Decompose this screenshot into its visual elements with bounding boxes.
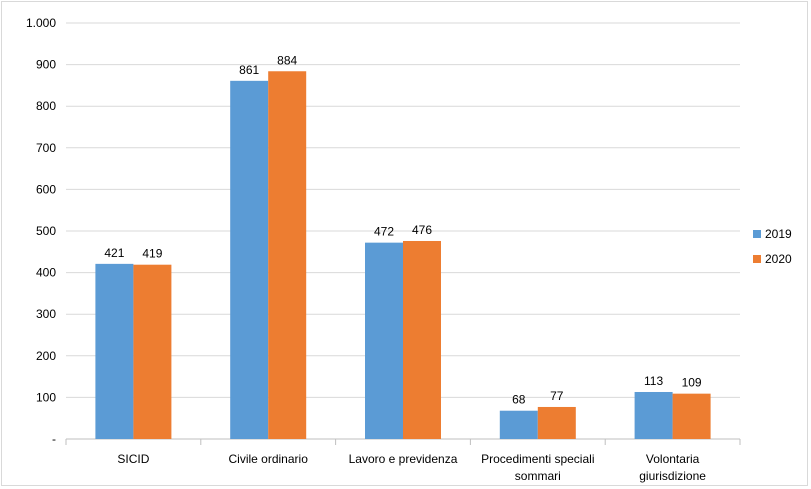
y-tick-label: 1.000 <box>26 16 56 30</box>
bar-2020 <box>537 406 576 439</box>
x-tick-label: Civile ordinario <box>229 452 309 466</box>
y-tick-label: 900 <box>36 58 56 72</box>
data-label: 109 <box>682 376 702 390</box>
x-tick-label: Procedimenti speciali <box>481 452 594 466</box>
legend-swatch-2019 <box>753 230 761 238</box>
y-tick-label: - <box>52 432 56 446</box>
bar-2020 <box>268 71 307 440</box>
bar-2019 <box>95 263 134 439</box>
data-label: 476 <box>412 223 432 237</box>
bar-2019 <box>499 410 538 439</box>
bar-2020 <box>672 393 711 439</box>
x-tick-label: giurisdizione <box>639 469 706 483</box>
y-tick-label: 500 <box>36 224 56 238</box>
y-tick-label: 800 <box>36 99 56 113</box>
y-tick-label: 100 <box>36 390 56 404</box>
data-label: 419 <box>142 247 162 261</box>
y-tick-label: 400 <box>36 266 56 280</box>
data-label: 77 <box>550 389 564 403</box>
legend-label: 2019 <box>765 227 792 241</box>
bar-2020 <box>403 240 441 439</box>
bar-2019 <box>230 80 269 439</box>
y-tick-label: 700 <box>36 141 56 155</box>
bar-2019 <box>365 242 403 439</box>
data-label: 421 <box>104 246 124 260</box>
data-label: 68 <box>512 393 526 407</box>
legend-label: 2020 <box>765 252 792 266</box>
y-tick-label: 600 <box>36 182 56 196</box>
data-label: 884 <box>277 53 297 67</box>
legend-swatch-2020 <box>753 255 761 263</box>
bar-2019 <box>634 391 673 439</box>
y-tick-label: 200 <box>36 349 56 363</box>
x-tick-label: Lavoro e previdenza <box>349 452 458 466</box>
bar-2020 <box>133 264 172 439</box>
data-label: 472 <box>374 225 394 239</box>
y-tick-label: 300 <box>36 307 56 321</box>
x-tick-label: sommari <box>515 469 561 483</box>
x-tick-label: Volontaria <box>646 452 700 466</box>
data-label: 861 <box>239 63 259 77</box>
x-tick-label: SICID <box>117 452 149 466</box>
data-label: 113 <box>644 374 663 388</box>
